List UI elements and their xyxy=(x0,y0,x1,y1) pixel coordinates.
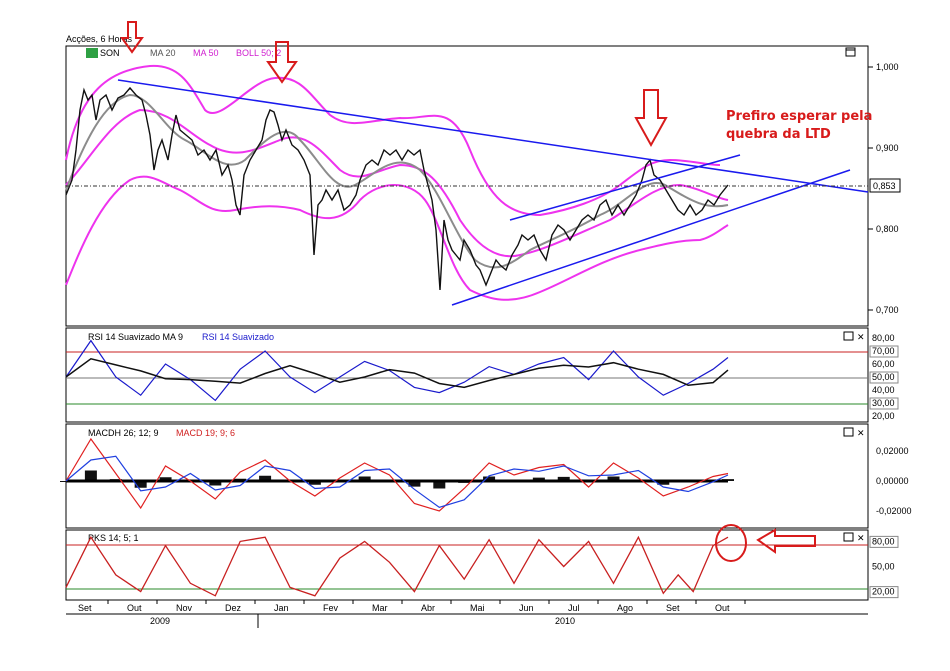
macd-panel xyxy=(65,423,869,529)
macd-bar xyxy=(607,476,620,481)
rsi-panel xyxy=(65,327,869,423)
price-tick: 0,700 xyxy=(876,305,899,315)
legend-macd: MACD 19; 9; 6 xyxy=(176,428,235,438)
pks-axis: 80,00 50,00 20,00 xyxy=(869,535,899,599)
month-label: Nov xyxy=(176,603,193,613)
legend-rsi: RSI 14 Suavizado xyxy=(202,332,274,342)
annotation-line-1: Prefiro esperar pela xyxy=(726,109,872,124)
year-label: 2009 xyxy=(150,616,170,626)
highlight-circle xyxy=(715,524,747,562)
rsi-tick: 60,00 xyxy=(872,359,895,369)
price-legend: SON MA 20 MA 50 BOLL 50; 2 xyxy=(86,48,281,58)
month-label: Mar xyxy=(372,603,388,613)
ma50-line xyxy=(65,108,729,258)
macd-tick: -0,02000 xyxy=(876,506,912,516)
rsi-tick: 20,00 xyxy=(872,411,895,421)
trend-line-lower-channel xyxy=(451,169,851,306)
macd-bar xyxy=(209,481,222,486)
macd-bar xyxy=(84,470,97,481)
boll-lower xyxy=(65,175,729,301)
macd-line xyxy=(65,437,729,512)
last-price-box xyxy=(869,178,901,193)
boll-upper xyxy=(65,64,721,217)
ma20-line xyxy=(65,93,729,269)
legend-rsi-ma: RSI 14 Suavizado MA 9 xyxy=(88,332,183,342)
macd-bar xyxy=(308,481,321,485)
month-label: Jan xyxy=(274,603,289,613)
rsi-tick-box xyxy=(869,397,899,410)
rsi-restore-button[interactable] xyxy=(843,331,854,341)
macd-bar xyxy=(657,481,670,485)
price-tick: 1,000 xyxy=(876,62,899,72)
rsi-tick-box xyxy=(869,345,899,358)
price-maximize-button[interactable] xyxy=(845,47,856,57)
month-label: Jul xyxy=(568,603,580,613)
month-label: Out xyxy=(715,603,730,613)
month-label: Set xyxy=(666,603,680,613)
price-tick: 0,800 xyxy=(876,224,899,234)
pks-restore-button[interactable] xyxy=(843,532,854,542)
month-label: Set xyxy=(78,603,92,613)
legend-macdh: MACDH 26; 12; 9 xyxy=(88,428,159,438)
pks-tick: 80,00 xyxy=(872,536,895,546)
macd-bar xyxy=(532,477,545,481)
macd-signal-line xyxy=(65,455,729,508)
annotation-line-2: quebra da LTD xyxy=(726,127,831,142)
pks-close-button[interactable]: ✕ xyxy=(857,533,865,543)
arrow-marker xyxy=(120,21,668,148)
rsi-line xyxy=(65,339,729,402)
pks-tick-box xyxy=(869,586,899,599)
macd-bar xyxy=(433,481,446,489)
macd-bar xyxy=(159,477,172,481)
macd-bar xyxy=(134,481,147,488)
pks-line xyxy=(65,535,729,597)
macd-restore-button[interactable] xyxy=(843,427,854,437)
rsi-close-button[interactable]: ✕ xyxy=(857,332,865,342)
macd-bar xyxy=(408,481,421,487)
rsi-axis: 80,00 70,00 60,00 50,00 40,00 30,00 20,00 xyxy=(869,333,899,421)
trend-line-upper-channel xyxy=(509,154,741,221)
x-axis: Set Out Nov Dez Jan Fev Mar Abr Mai Jun Jul Ago Set O… xyxy=(66,599,868,628)
rsi-ma-line xyxy=(65,357,729,389)
legend-ma20: MA 20 xyxy=(150,48,176,58)
macd-bar xyxy=(259,475,272,481)
trend-line-ltd xyxy=(117,79,869,193)
month-label: Ago xyxy=(617,603,633,613)
rsi-tick: 40,00 xyxy=(872,385,895,395)
macd-bar xyxy=(557,476,570,481)
rsi-tick: 30,00 xyxy=(872,398,895,408)
rsi-tick-box xyxy=(869,371,899,384)
chart-title: Acções, 6 Horas xyxy=(66,34,133,44)
macd-axis: 0,02000 0,00000 -0,02000 xyxy=(876,446,912,516)
eq-icon xyxy=(86,48,98,58)
rsi-tick: 70,00 xyxy=(872,346,895,356)
macd-close-button[interactable]: ✕ xyxy=(857,428,865,438)
month-label: Out xyxy=(127,603,142,613)
legend-boll: BOLL 50; 2 xyxy=(236,48,281,58)
macd-tick: 0,02000 xyxy=(876,446,909,456)
month-label: Dez xyxy=(225,603,242,613)
macd-tick: 0,00000 xyxy=(876,476,909,486)
rsi-tick: 50,00 xyxy=(872,372,895,382)
legend-ma50: MA 50 xyxy=(193,48,219,58)
month-label: Mai xyxy=(470,603,485,613)
month-label: Jun xyxy=(519,603,534,613)
month-label: Abr xyxy=(421,603,435,613)
pointer-arrow xyxy=(756,528,816,554)
rsi-tick: 80,00 xyxy=(872,333,895,343)
month-label: Fev xyxy=(323,603,339,613)
year-label: 2010 xyxy=(555,616,575,626)
pks-tick: 20,00 xyxy=(872,587,895,597)
price-axis: 1,000 0,900 0,800 0,700 0,853 xyxy=(868,62,901,315)
macd-bar xyxy=(358,476,371,481)
price-tick: 0,900 xyxy=(876,143,899,153)
legend-pks: PKS 14; 5; 1 xyxy=(88,533,139,543)
pks-tick-box xyxy=(869,535,899,548)
last-price-label: 0,853 xyxy=(873,181,896,191)
pks-tick: 50,00 xyxy=(872,562,895,572)
legend-son: SON xyxy=(100,48,120,58)
price-line xyxy=(65,86,729,291)
macd-bar xyxy=(483,476,496,481)
